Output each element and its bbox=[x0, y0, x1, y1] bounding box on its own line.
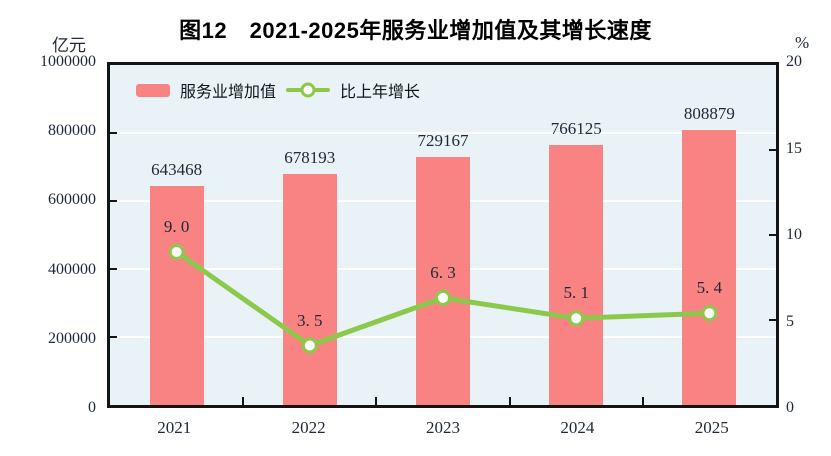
y-tick-label-right: 15 bbox=[786, 139, 802, 157]
y-tick-label-right: 0 bbox=[786, 399, 794, 416]
left-axis-unit: 亿元 bbox=[52, 36, 86, 55]
right-axis-unit: % bbox=[795, 33, 810, 52]
x-tick-label: 2021 bbox=[157, 418, 192, 437]
left-axis-tick bbox=[110, 200, 117, 202]
bar-value-label: 766125 bbox=[550, 118, 602, 138]
left-axis-tick bbox=[110, 132, 117, 134]
bar-value-label: 643468 bbox=[151, 160, 203, 180]
legend-bar-swatch bbox=[136, 83, 170, 97]
left-axis-tick-labels: 1000000 800000 600000 400000 200000 0 bbox=[0, 54, 100, 416]
x-axis-tick bbox=[508, 397, 511, 405]
y-tick-label-right: 20 bbox=[786, 53, 802, 70]
bar-value-label: 729167 bbox=[417, 131, 469, 151]
x-tick-label: 2022 bbox=[291, 418, 326, 437]
bar bbox=[149, 186, 204, 405]
growth-value-label: 6. 3 bbox=[430, 262, 456, 282]
y-tick-label-left: 1000000 bbox=[40, 53, 96, 70]
line-point-marker bbox=[568, 310, 585, 327]
line-point-marker bbox=[701, 305, 718, 322]
right-axis-tick bbox=[769, 149, 776, 151]
y-tick-label-left: 800000 bbox=[48, 122, 96, 140]
legend-label-line: 比上年增长 bbox=[340, 84, 421, 101]
line-point-marker bbox=[435, 289, 451, 306]
y-tick-label-left: 600000 bbox=[48, 191, 96, 209]
x-axis-tick bbox=[641, 397, 644, 405]
line-point-marker bbox=[301, 337, 318, 354]
legend-label-bar: 服务业增加值 bbox=[180, 84, 277, 101]
y-tick-label-right: 5 bbox=[786, 312, 794, 330]
x-axis-tick bbox=[375, 397, 378, 405]
legend: 服务业增加值 比上年增长 bbox=[136, 78, 420, 102]
x-axis-tick bbox=[242, 397, 245, 405]
growth-value-label: 9. 0 bbox=[163, 217, 190, 236]
right-axis-tick bbox=[769, 234, 776, 236]
left-axis-tick bbox=[110, 268, 117, 270]
gridline bbox=[110, 132, 776, 134]
chart-title: 图12 2021-2025年服务业增加值及其增长速度 bbox=[179, 18, 652, 43]
bar bbox=[282, 174, 337, 405]
bar bbox=[682, 129, 737, 405]
bar-value-label: 808879 bbox=[683, 103, 735, 123]
y-tick-label-left: 400000 bbox=[48, 260, 96, 278]
x-axis-tick-labels: 2021 2022 2023 2024 2025 bbox=[107, 416, 779, 440]
legend-line-swatch bbox=[286, 82, 331, 98]
x-tick-label: 2024 bbox=[560, 418, 595, 437]
growth-value-label: 5. 1 bbox=[563, 283, 589, 303]
bar bbox=[416, 157, 470, 405]
y-tick-label-left: 200000 bbox=[48, 329, 96, 347]
y-tick-label-left: 0 bbox=[88, 399, 96, 416]
y-tick-label-right: 10 bbox=[786, 226, 802, 243]
line-point-marker bbox=[168, 244, 185, 260]
bar-value-label: 678193 bbox=[284, 148, 336, 168]
growth-value-label: 3. 5 bbox=[297, 310, 323, 330]
x-tick-label: 2023 bbox=[426, 418, 460, 437]
growth-value-label: 5. 4 bbox=[696, 278, 723, 298]
bar bbox=[549, 144, 604, 405]
legend-line-marker-icon bbox=[300, 82, 316, 98]
x-tick-label: 2025 bbox=[694, 418, 729, 437]
right-axis-tick bbox=[769, 319, 776, 321]
left-axis-tick bbox=[110, 336, 117, 338]
right-axis-tick-labels: 20 15 10 5 0 bbox=[786, 54, 830, 416]
plot-area: 服务业增加值 比上年增长 643468 678193 729167 766125 808… bbox=[107, 62, 779, 408]
growth-line-chart bbox=[168, 244, 718, 354]
